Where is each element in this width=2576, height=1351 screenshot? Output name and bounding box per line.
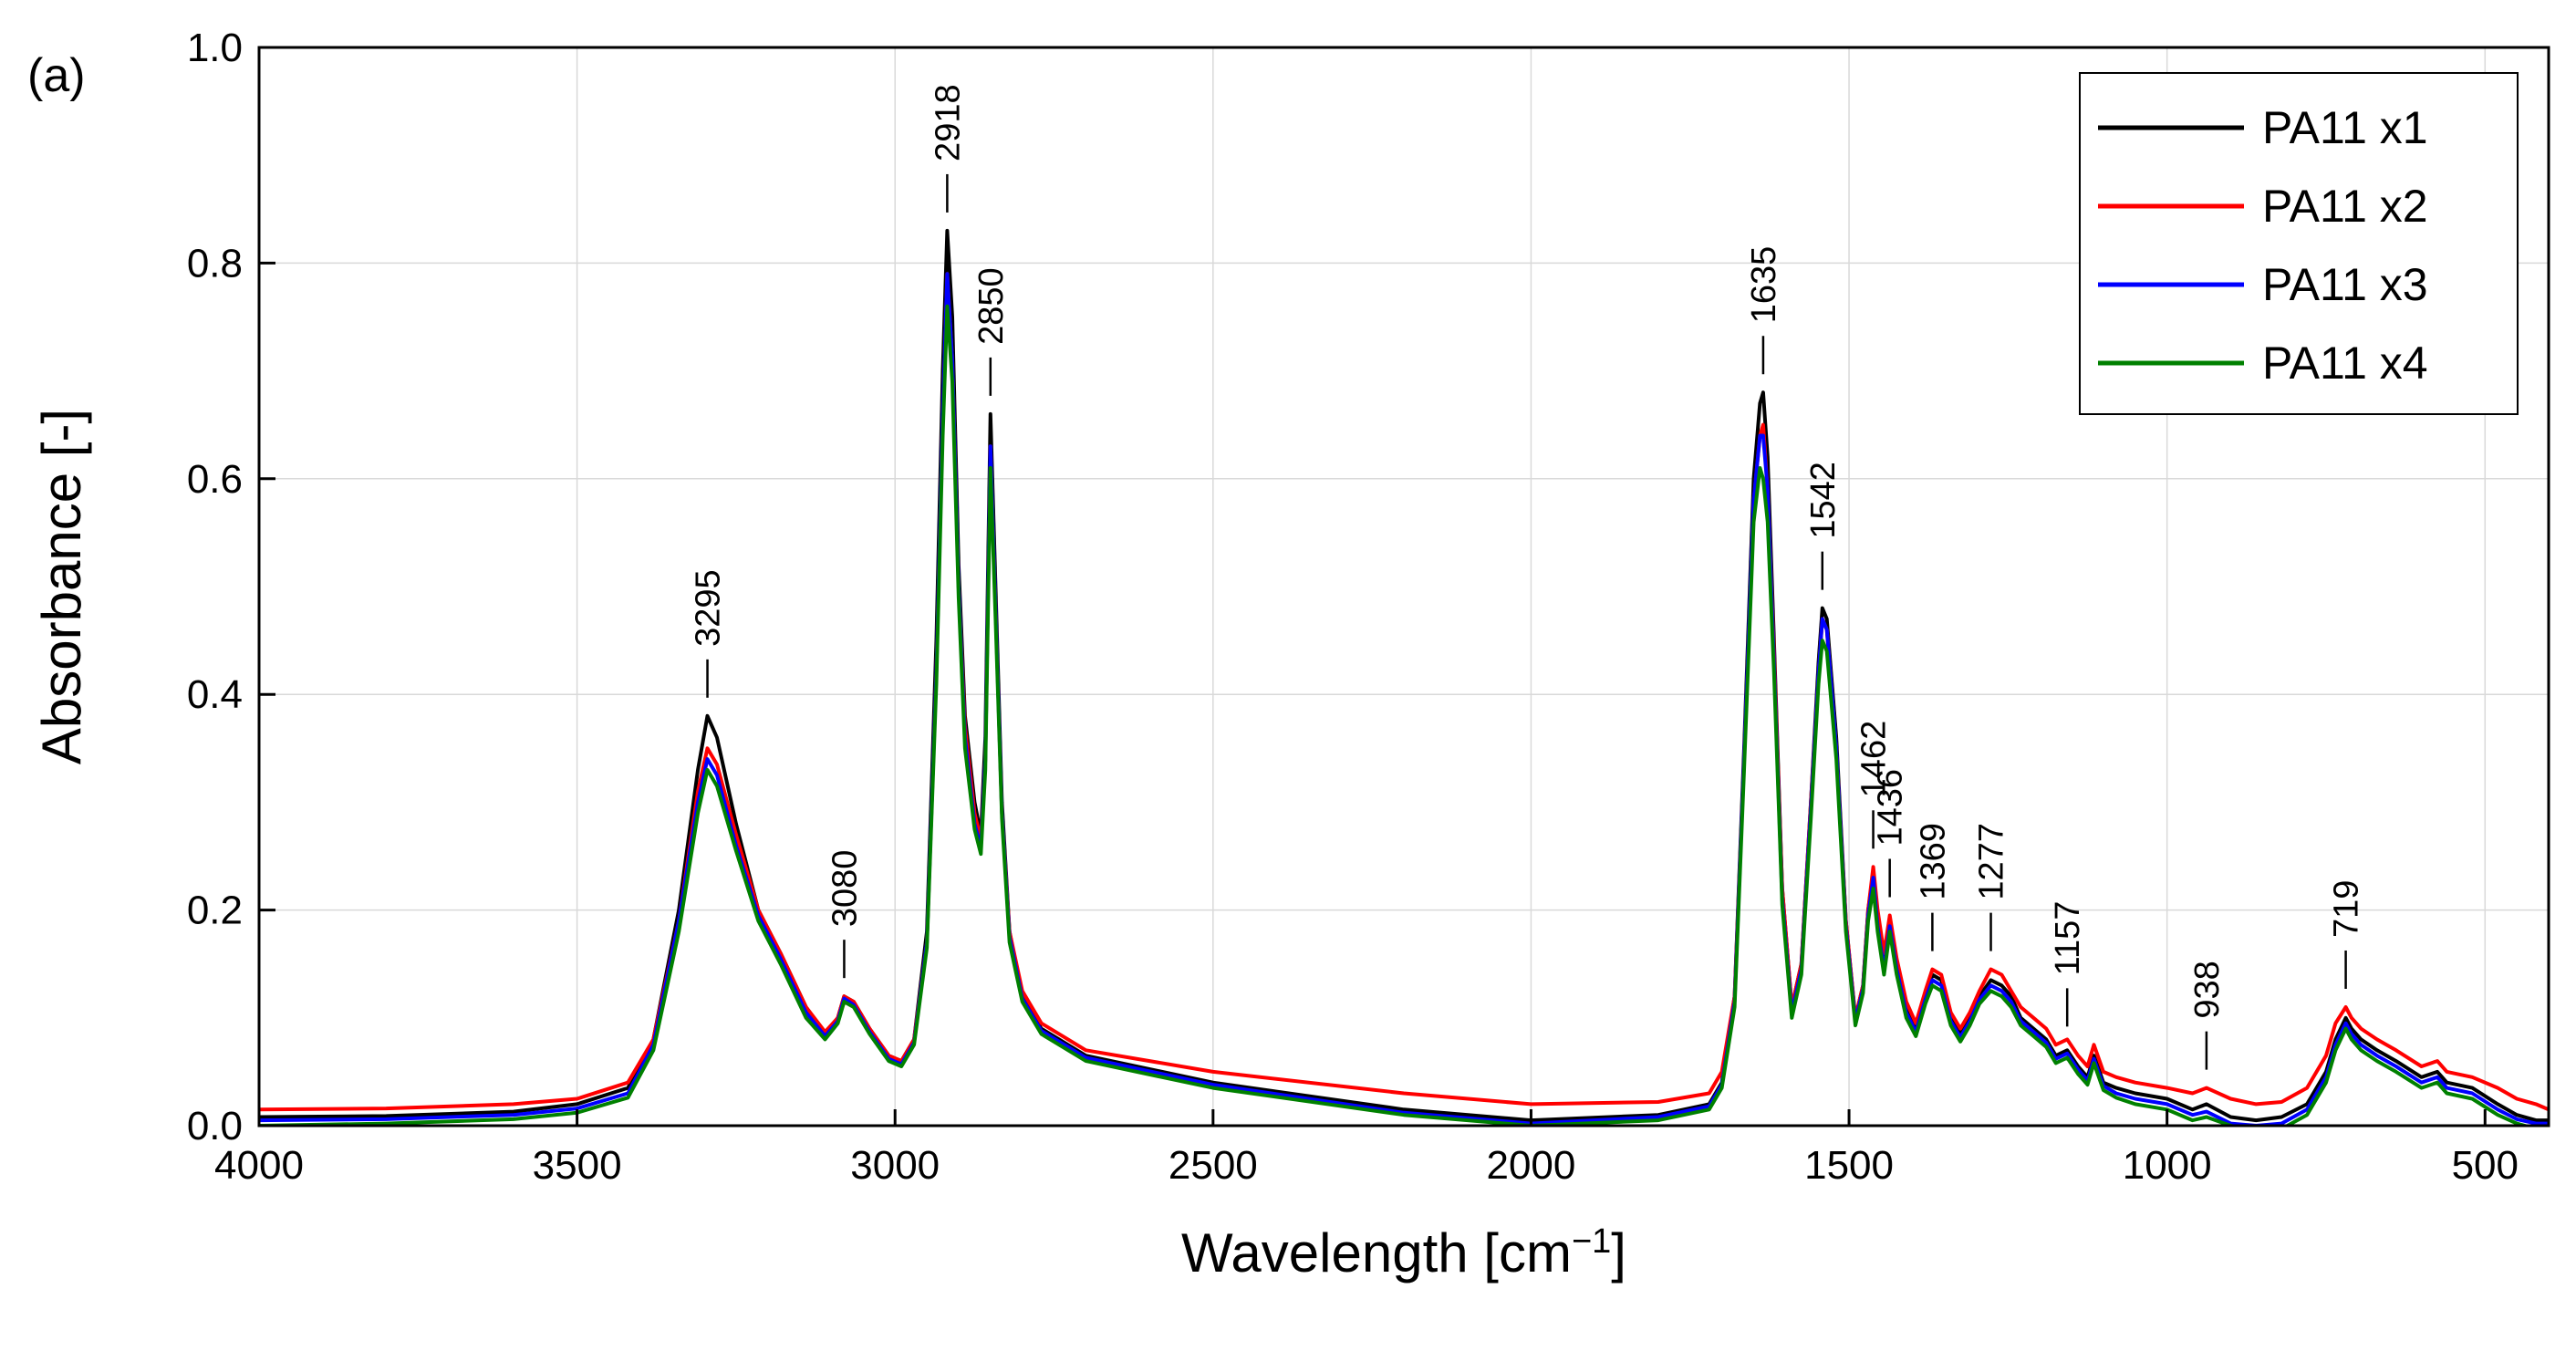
y-tick-label: 0.2 [187, 889, 243, 933]
y-tick-label: 0.6 [187, 457, 243, 502]
peak-label: 1369 [1914, 823, 1952, 900]
peak-label: 3080 [826, 850, 864, 928]
peak-label: 1436 [1872, 769, 1910, 847]
peak-label: 938 [2188, 961, 2227, 1018]
legend-entry-label: PA11 x2 [2262, 181, 2428, 232]
y-tick-label: 0.4 [187, 672, 243, 717]
peak-label: 1542 [1804, 462, 1843, 539]
x-tick-label: 1500 [1804, 1143, 1894, 1188]
legend-entry-label: PA11 x1 [2262, 102, 2428, 153]
legend: PA11 x1 PA11 x2 PA11 x3 PA11 x4 [2079, 72, 2519, 415]
peak-label: 2918 [929, 84, 967, 161]
x-tick-label: 2000 [1486, 1143, 1575, 1188]
x-tick-label: 4000 [214, 1143, 304, 1188]
peak-label: 719 [2328, 880, 2366, 938]
x-tick-label: 2500 [1169, 1143, 1258, 1188]
x-tick-label: 1000 [2123, 1143, 2212, 1188]
x-axis-title-superscript: −1 [1572, 1222, 1611, 1261]
x-tick-label: 3500 [533, 1143, 622, 1188]
x-tick-label: 500 [2452, 1143, 2519, 1188]
peak-label: 1635 [1745, 246, 1783, 324]
x-axis-title-close: ] [1611, 1222, 1626, 1283]
plot-frame [257, 46, 2550, 1128]
axis-ticks: 4000 3500 3000 2500 2000 1500 1000 500 0.0 0.2 0.4… [187, 26, 2519, 1188]
peak-label: 1157 [2049, 901, 2087, 976]
legend-entry-label: PA11 x3 [2262, 259, 2428, 310]
series-layer [259, 228, 2549, 1126]
peak-label: 2850 [972, 267, 1011, 345]
x-axis-title: Wavelength [cm−1] [1181, 1222, 1626, 1283]
y-tick-label: 0.8 [187, 241, 243, 286]
peak-label: 1277 [1973, 823, 2011, 900]
x-tick-label: 3000 [850, 1143, 940, 1188]
peak-label: 1462 [1855, 721, 1894, 798]
y-axis-title: Absorbance [-] [31, 409, 92, 764]
y-tick-label: 0.0 [187, 1104, 243, 1148]
legend-entry-label: PA11 x4 [2262, 338, 2428, 389]
x-axis-title-main: Wavelength [cm [1181, 1222, 1572, 1283]
panel-label: (a) [27, 49, 86, 102]
peak-label: 3295 [690, 569, 728, 647]
series-line-pa11-x4 [259, 304, 2532, 1126]
y-tick-label: 1.0 [187, 26, 243, 70]
